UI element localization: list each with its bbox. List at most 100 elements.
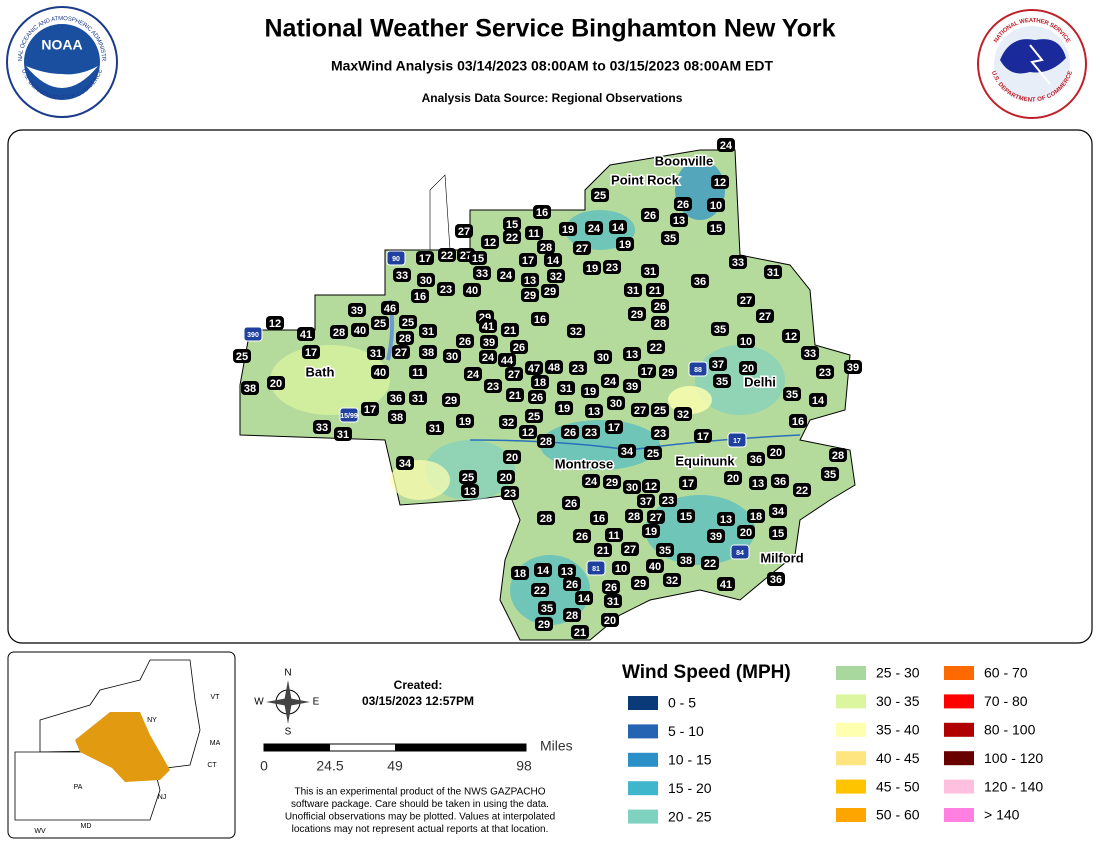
station-box	[661, 231, 679, 245]
station-box	[426, 421, 444, 435]
station-box	[371, 365, 389, 379]
station-value: 17	[419, 253, 431, 265]
station-box	[739, 361, 757, 375]
station-box	[573, 241, 591, 255]
station-value: 29	[544, 286, 556, 298]
station-box	[510, 340, 528, 354]
station-box	[297, 327, 315, 341]
station-box	[557, 381, 575, 395]
station-box	[537, 434, 555, 448]
highway-label: 90	[392, 256, 400, 263]
scale-tick: 49	[387, 758, 403, 774]
station-box	[607, 396, 625, 410]
station-value: 38	[391, 412, 403, 424]
station-value: 23	[487, 381, 499, 393]
station-value: 21	[504, 325, 516, 337]
highway-label: 390	[247, 332, 259, 339]
legend-swatch	[836, 722, 866, 737]
station-value: 28	[628, 511, 640, 523]
station-value: 26	[644, 210, 656, 222]
station-box	[646, 283, 664, 297]
station-value: 12	[269, 318, 281, 330]
station-value: 21	[574, 627, 586, 639]
station-value: 16	[593, 513, 605, 525]
station-box	[573, 529, 591, 543]
station-value: 21	[597, 545, 609, 557]
station-value: 22	[650, 342, 662, 354]
state-label: WV	[34, 828, 46, 835]
station-box	[464, 367, 482, 381]
station-value: 26	[564, 427, 576, 439]
station-box	[562, 496, 580, 510]
station-value: 13	[561, 566, 573, 578]
station-box	[313, 420, 331, 434]
station-value: 20	[270, 378, 282, 390]
station-value: 20	[500, 472, 512, 484]
station-value: 27	[650, 512, 662, 524]
station-box	[525, 361, 543, 375]
station-value: 12	[785, 331, 797, 343]
station-value: 28	[540, 242, 552, 254]
station-box	[670, 213, 688, 227]
station-box	[605, 420, 623, 434]
legend-label: 25 - 30	[876, 665, 920, 681]
station-value: 33	[732, 257, 744, 269]
station-value: 31	[644, 266, 656, 278]
highway-shield	[727, 432, 747, 448]
station-box	[531, 312, 549, 326]
station-value: 19	[459, 416, 471, 428]
station-value: 24	[467, 369, 480, 381]
station-value: 22	[704, 558, 716, 570]
station-value: 17	[697, 431, 709, 443]
station-value: 20	[742, 363, 754, 375]
station-value: 22	[796, 485, 808, 497]
place-label: Delhi	[744, 374, 776, 389]
legend-label: 10 - 15	[668, 752, 712, 768]
station-value: 28	[333, 327, 345, 339]
station-value: 17	[682, 478, 694, 490]
station-box	[647, 510, 665, 524]
station-value: 16	[536, 207, 548, 219]
station-value: 15	[506, 219, 518, 231]
station-value: 15	[680, 511, 692, 523]
station-box	[547, 269, 565, 283]
station-box	[801, 346, 819, 360]
legend-swatch	[836, 666, 866, 680]
station-box	[501, 323, 519, 337]
station-box	[334, 427, 352, 441]
station-box	[561, 425, 579, 439]
station-value: 34	[399, 458, 412, 470]
station-value: 27	[395, 347, 407, 359]
station-box	[571, 625, 589, 639]
legend-swatch	[836, 808, 866, 822]
legend-label: 100 - 120	[984, 750, 1043, 766]
legend-label: 15 - 20	[668, 780, 712, 796]
station-box	[694, 429, 712, 443]
station-box	[647, 340, 665, 354]
station-box	[544, 253, 562, 267]
station-value: 41	[300, 329, 312, 341]
highway-label: 15/99	[340, 413, 358, 420]
station-box	[767, 445, 785, 459]
station-box	[381, 301, 399, 315]
state-label: NY	[147, 717, 157, 724]
legend-swatch	[944, 779, 974, 794]
station-value: 46	[384, 303, 396, 315]
station-value: 23	[606, 262, 618, 274]
station-box	[541, 284, 559, 298]
station-value: 25	[647, 448, 659, 460]
forecast-area	[75, 712, 170, 782]
station-value: 22	[506, 232, 518, 244]
station-value: 26	[605, 582, 617, 594]
station-value: 28	[540, 513, 552, 525]
station-box	[717, 138, 735, 152]
station-box	[241, 381, 259, 395]
legend-label: 5 - 10	[668, 723, 704, 739]
highway-label: 17	[733, 438, 741, 445]
state-label: CT	[207, 762, 217, 769]
station-box	[631, 403, 649, 417]
station-box	[484, 379, 502, 393]
station-box	[821, 467, 839, 481]
station-value: 32	[677, 409, 689, 421]
